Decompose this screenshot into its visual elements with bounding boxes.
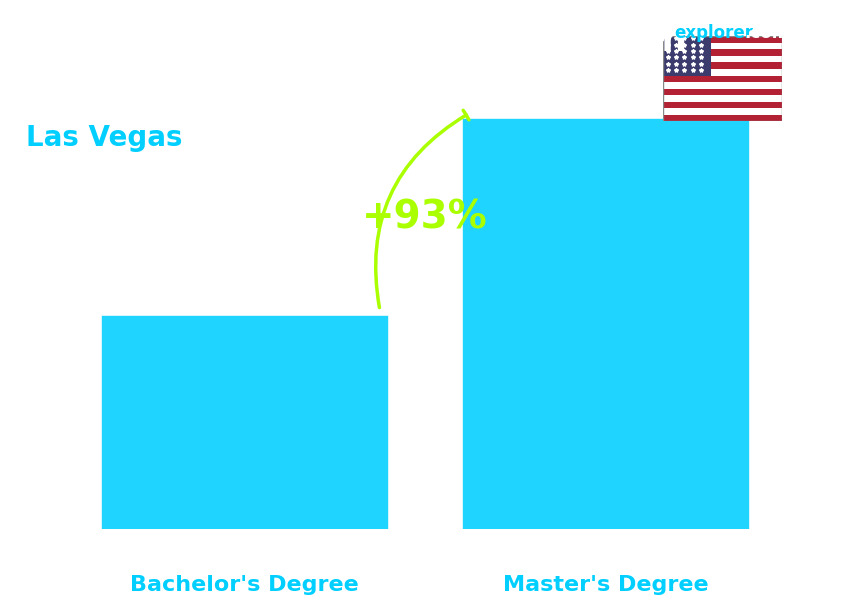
Text: 83,100 USD: 83,100 USD: [172, 282, 318, 302]
Bar: [663, 76, 782, 82]
FancyBboxPatch shape: [462, 118, 749, 529]
Bar: [663, 108, 782, 115]
Text: Bachelor's Degree: Bachelor's Degree: [130, 575, 359, 595]
Text: .com: .com: [744, 24, 789, 42]
Bar: [663, 69, 782, 76]
Text: +93%: +93%: [362, 199, 488, 237]
Text: Technical Manager: Technical Manager: [26, 82, 258, 106]
Text: 160,000 USD: 160,000 USD: [524, 85, 687, 105]
Text: Salary Comparison By Education: Salary Comparison By Education: [26, 24, 687, 58]
Bar: [663, 36, 782, 43]
FancyBboxPatch shape: [101, 316, 388, 529]
Bar: [663, 82, 782, 88]
Text: explorer: explorer: [674, 24, 753, 42]
Bar: [663, 56, 782, 62]
Text: Master's Degree: Master's Degree: [502, 575, 708, 595]
Text: salary: salary: [612, 24, 669, 42]
Bar: [663, 95, 782, 102]
Bar: [663, 115, 782, 121]
Bar: [663, 43, 782, 50]
Bar: [663, 102, 782, 108]
Bar: [663, 50, 782, 56]
Bar: [663, 36, 711, 76]
Bar: [663, 88, 782, 95]
Bar: [663, 62, 782, 69]
Text: Average Yearly Salary: Average Yearly Salary: [830, 325, 844, 462]
Text: Las Vegas: Las Vegas: [26, 124, 182, 152]
